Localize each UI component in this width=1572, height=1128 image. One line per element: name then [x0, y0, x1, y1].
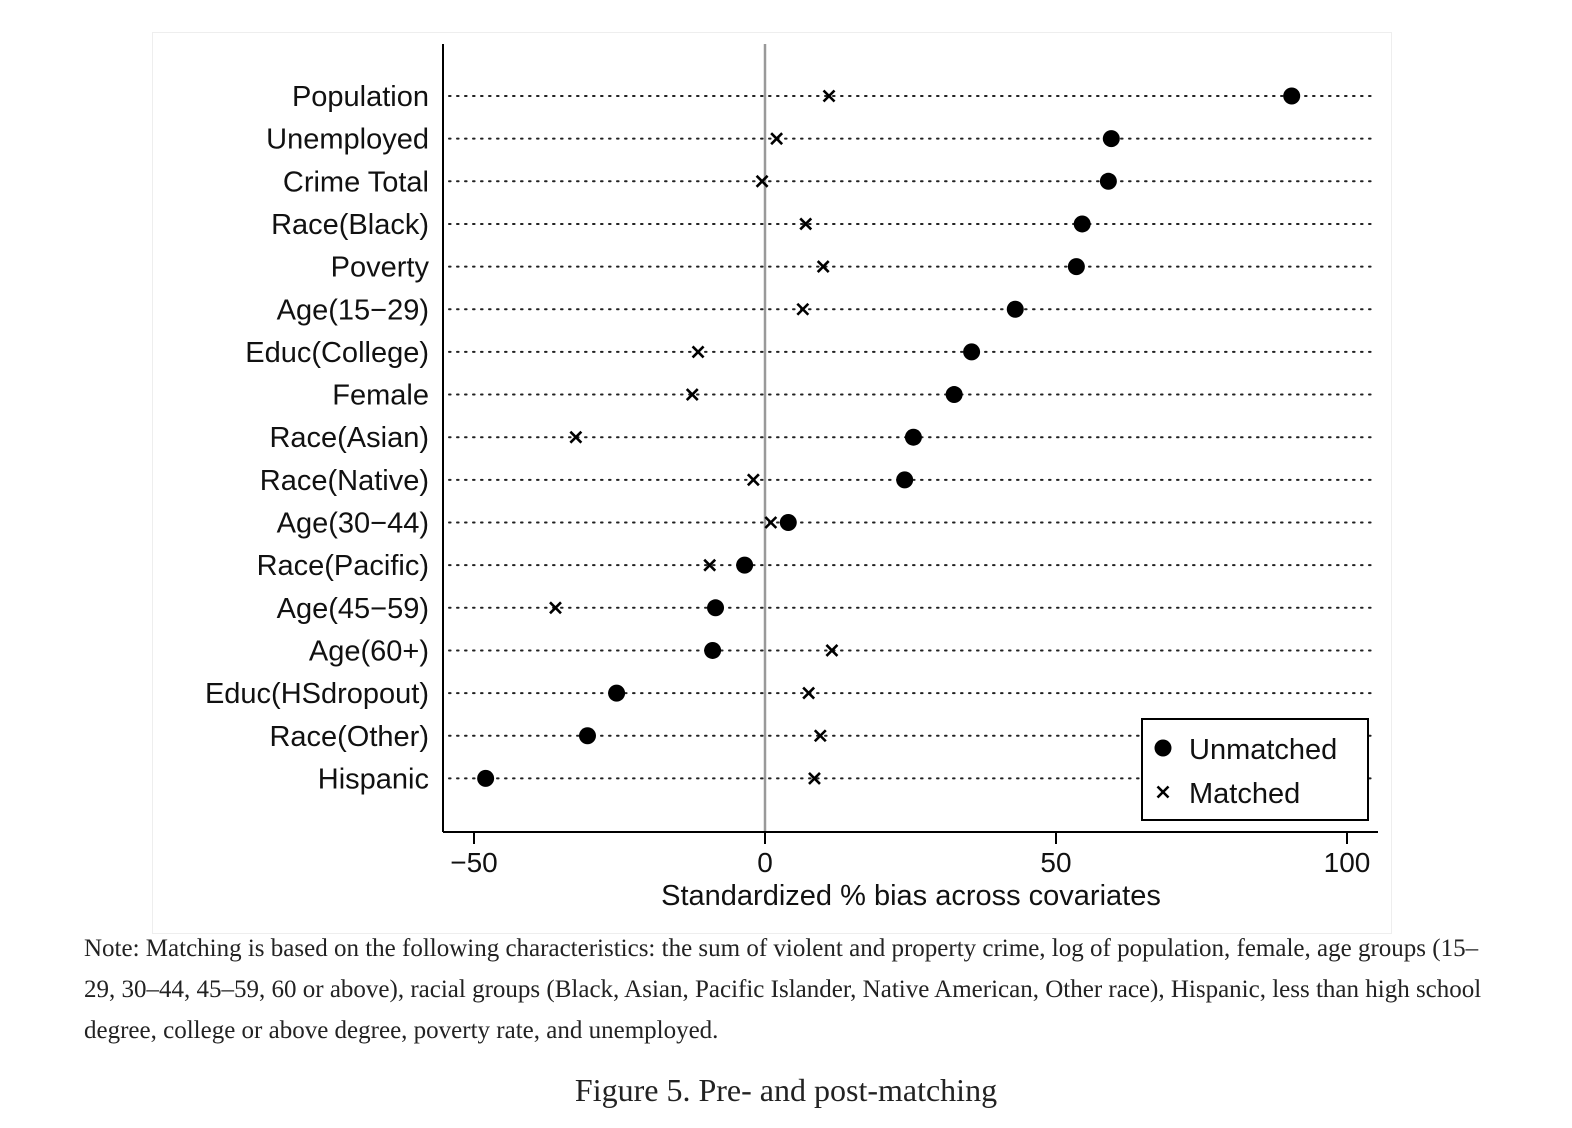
x-marker-stroke: [822, 89, 836, 103]
category-label: Unemployed: [266, 124, 429, 156]
unmatched-point: [945, 386, 963, 404]
x-marker-stroke: [802, 686, 816, 700]
x-marker-stroke: [755, 174, 769, 188]
matched-point: [808, 771, 821, 785]
legend-label-matched: Matched: [1189, 778, 1300, 810]
unmatched-point: [1102, 130, 1120, 148]
x-marker-stroke: [816, 260, 830, 274]
x-tick-label: −50: [450, 847, 498, 878]
axes: −50 0 50 100: [442, 44, 1378, 878]
matched-point: [549, 601, 562, 615]
x-marker-stroke: [703, 558, 717, 572]
unmatched-point: [1099, 172, 1117, 190]
matched-point: [822, 89, 836, 103]
unmatched-point: [704, 641, 722, 659]
matched-point: [802, 686, 816, 700]
category-labels: Population Unemployed Crime Total Race(Blac…: [205, 81, 430, 795]
category-label: Educ(HSdropout): [205, 678, 429, 710]
legend-box: [1141, 718, 1369, 821]
unmatched-point: [578, 727, 596, 745]
matched-point: [799, 217, 813, 231]
category-label: Race(Asian): [269, 422, 429, 454]
matched-point: [746, 473, 760, 487]
matched-point: [813, 729, 827, 743]
x-axis-title: Standardized % bias across covariates: [661, 880, 1161, 912]
matched-point: [796, 302, 810, 316]
matched-point: [825, 644, 839, 657]
matched-point: [770, 132, 784, 146]
x-marker-stroke: [799, 217, 813, 231]
category-label: Race(Native): [260, 465, 429, 497]
x-marker-stroke: [764, 516, 778, 529]
category-label: Age(30−44): [277, 508, 429, 540]
x-marker-stroke: [825, 644, 839, 657]
unmatched-point: [1283, 87, 1301, 105]
data-markers: [477, 87, 1301, 787]
unmatched-point: [963, 343, 981, 361]
legend-label-unmatched: Unmatched: [1189, 734, 1337, 766]
x-marker-stroke: [549, 601, 562, 615]
unmatched-point: [1073, 215, 1091, 233]
unmatched-point: [904, 428, 922, 446]
unmatched-point: [1006, 300, 1024, 318]
matched-point: [755, 174, 769, 188]
matched-point: [569, 430, 583, 444]
x-marker-stroke: [813, 729, 827, 743]
matched-point: [816, 260, 830, 274]
category-label: Age(45−59): [277, 593, 429, 625]
x-marker-stroke: [796, 302, 810, 316]
matched-point: [685, 388, 699, 401]
matched-point: [703, 558, 717, 572]
grid-lines: [448, 95, 1373, 780]
unmatched-point: [896, 471, 914, 489]
x-marker-stroke: [691, 345, 705, 359]
x-marker-stroke: [569, 430, 583, 444]
unmatched-point: [477, 769, 495, 787]
x-marker-stroke: [1156, 785, 1170, 799]
x-marker-stroke: [808, 771, 821, 785]
unmatched-point: [707, 599, 725, 617]
x-marker-stroke: [685, 388, 699, 401]
category-label: Poverty: [331, 252, 430, 284]
category-label: Race(Other): [269, 721, 429, 753]
x-tick-label: 0: [757, 847, 773, 878]
x-marker-stroke: [746, 473, 760, 487]
figure-note: Note: Matching is based on the following…: [84, 935, 1482, 1044]
category-label: Age(15−29): [277, 294, 429, 326]
unmatched-point: [608, 684, 626, 702]
category-label: Hispanic: [318, 763, 429, 795]
category-label: Crime Total: [283, 166, 429, 198]
figure-caption: Figure 5. Pre- and post-matching: [574, 1072, 998, 1108]
category-label: Educ(College): [245, 337, 429, 369]
x-tick-label: 50: [1040, 847, 1071, 878]
matched-point: [691, 345, 705, 359]
matched-point: [764, 516, 778, 529]
legend-matched-marker: [1156, 785, 1170, 799]
legend-unmatched-marker: [1154, 739, 1172, 757]
category-label: Age(60+): [309, 635, 429, 667]
category-label: Population: [292, 81, 429, 113]
chart-plot: −50 0 50 100 Population Unemployed Crime Tota…: [205, 44, 1378, 912]
x-tick-label: 100: [1324, 847, 1371, 878]
x-marker-stroke: [770, 132, 784, 146]
category-label: Race(Black): [271, 209, 429, 241]
category-label: Race(Pacific): [257, 550, 429, 582]
category-label: Female: [332, 380, 429, 412]
unmatched-point: [1067, 258, 1085, 276]
unmatched-point: [736, 556, 754, 574]
unmatched-point: [779, 514, 797, 531]
legend: Unmatched Matched: [1141, 718, 1369, 821]
